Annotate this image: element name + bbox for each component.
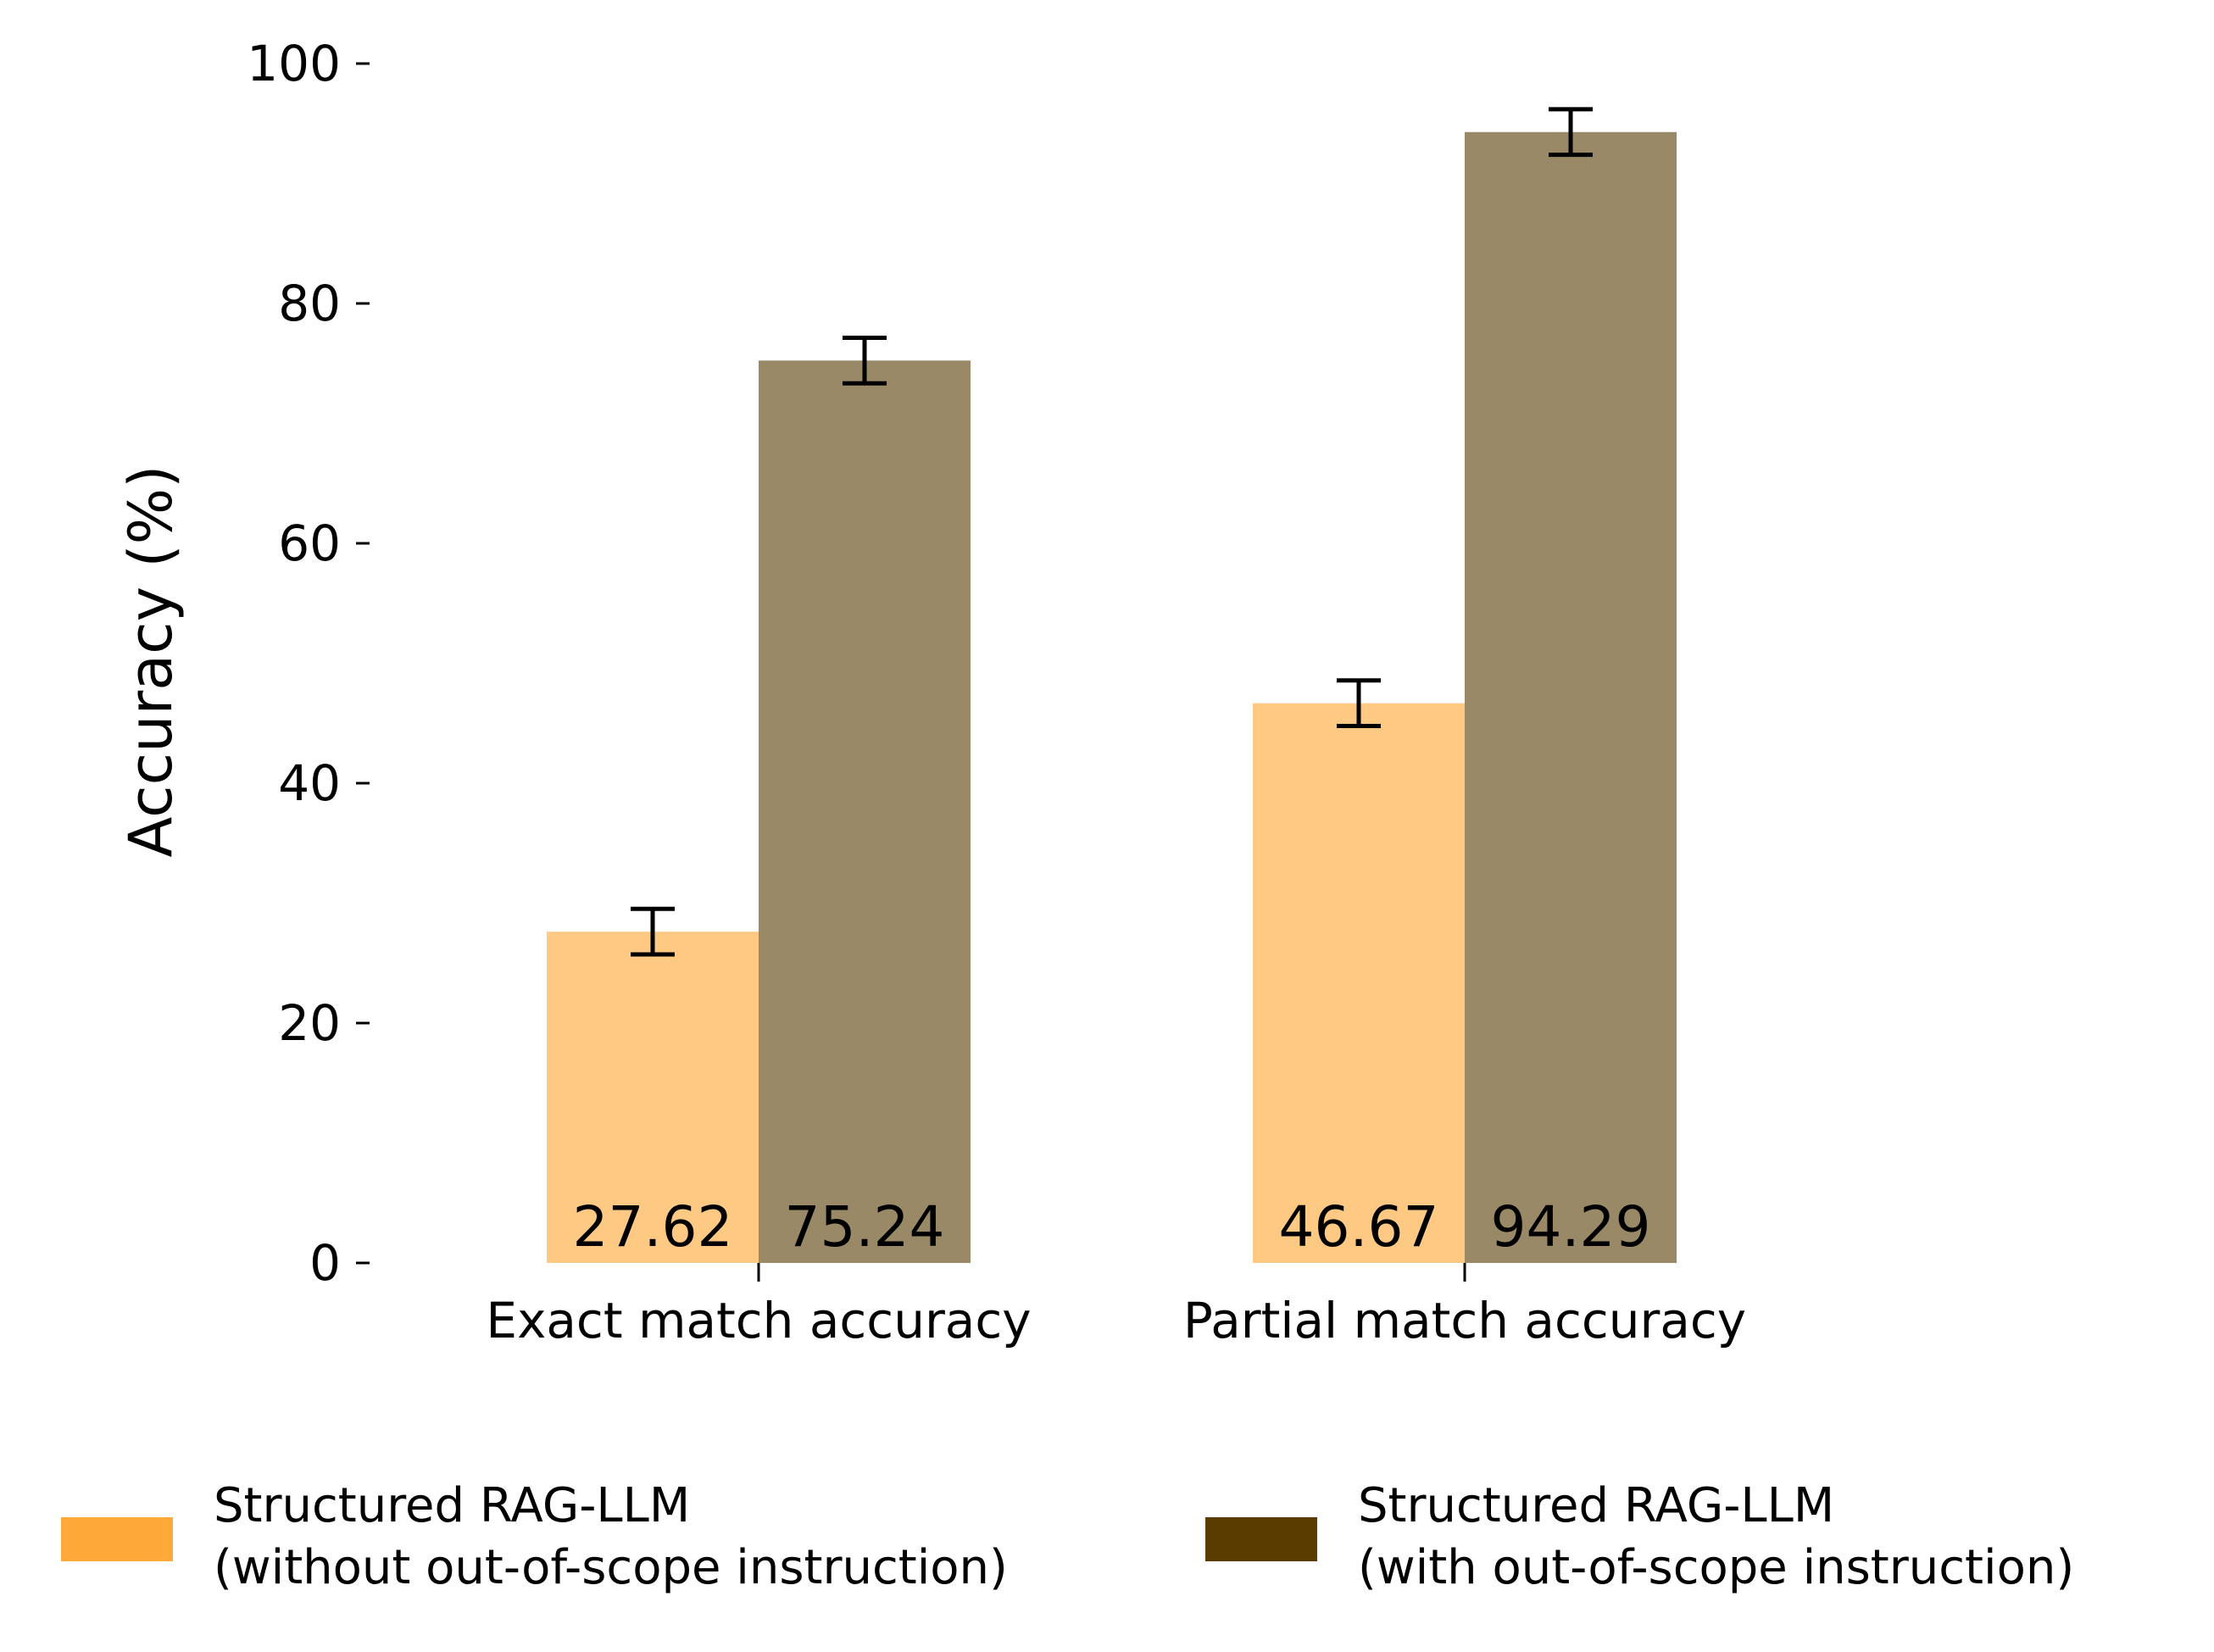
y-tick-label: 20 xyxy=(278,994,341,1052)
bars xyxy=(547,131,1677,1263)
y-tick-label: 0 xyxy=(309,1234,341,1292)
error-bar xyxy=(1337,678,1381,729)
legend: Structured RAG-LLM (without out-of-scope … xyxy=(61,1478,2074,1595)
data-label: 75.24 xyxy=(785,1194,945,1260)
y-tick-label: 100 xyxy=(247,35,341,92)
data-label: 27.62 xyxy=(573,1194,733,1260)
error-bar xyxy=(843,335,887,386)
x-tick-label: Partial match accuracy xyxy=(1183,1292,1746,1349)
legend-swatch xyxy=(1205,1517,1317,1561)
legend-item: Structured RAG-LLM (with out-of-scope ins… xyxy=(1205,1478,2074,1595)
legend-label: (with out-of-scope instruction) xyxy=(1358,1540,2074,1595)
y-axis-label: Accuracy (%) xyxy=(116,465,186,858)
bar xyxy=(1253,703,1465,1263)
bar xyxy=(1465,131,1677,1263)
y-tick-label: 60 xyxy=(278,515,341,572)
bar xyxy=(759,360,971,1263)
legend-label: Structured RAG-LLM xyxy=(214,1478,690,1533)
x-axis: Exact match accuracy Partial match accura… xyxy=(486,1263,1746,1349)
error-bar xyxy=(631,906,675,957)
legend-label: Structured RAG-LLM xyxy=(1358,1478,1834,1533)
legend-item: Structured RAG-LLM (without out-of-scope … xyxy=(61,1478,1008,1595)
data-label: 94.29 xyxy=(1491,1194,1651,1260)
y-tick-label: 80 xyxy=(278,275,341,332)
y-tick-label: 40 xyxy=(278,754,341,812)
data-label: 46.67 xyxy=(1279,1194,1439,1260)
error-bar xyxy=(1549,107,1593,158)
legend-swatch xyxy=(61,1517,173,1561)
x-tick-label: Exact match accuracy xyxy=(486,1292,1031,1349)
error-bars xyxy=(631,107,1593,957)
bar xyxy=(547,932,759,1263)
y-axis: 0 20 40 60 80 100 xyxy=(247,35,370,1292)
legend-label: (without out-of-scope instruction) xyxy=(214,1540,1008,1595)
data-labels: 27.62 46.67 75.24 94.29 xyxy=(573,1194,1651,1260)
